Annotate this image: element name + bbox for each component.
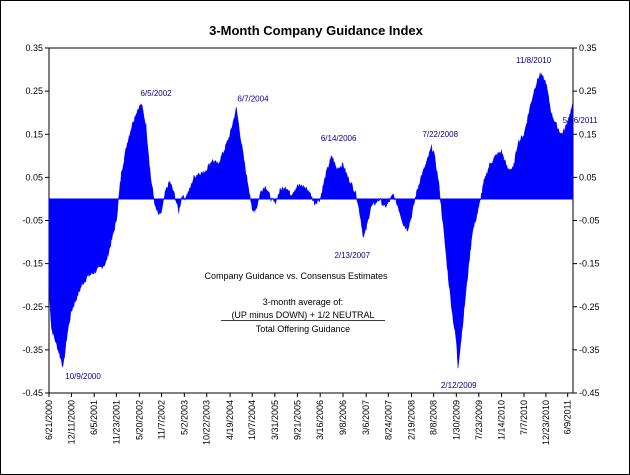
x-tick-label: 12/11/2000: [66, 400, 76, 444]
x-axis: 6/21/2000 12/11/2000 6/5/2001 11/23/2001 5/2…: [44, 393, 573, 445]
y-tick-label-left: -0.45: [22, 388, 43, 398]
y-axis-left: 0.35 0.25 0.15 0.05 -0.05 -0.15 -0.25 -0.35 -0.4…: [22, 43, 49, 398]
y-tick-label-left: -0.35: [22, 345, 43, 355]
y-tick-label-left: 0.05: [25, 172, 43, 182]
x-tick-label: 5/20/2002: [134, 400, 144, 440]
annotation-label: 7/22/2008: [422, 130, 458, 139]
y-tick-label-left: -0.25: [22, 302, 43, 312]
y-tick-label-right: 0.05: [579, 172, 597, 182]
note-line-2: 3-month average of:: [263, 297, 344, 307]
annotation-label: 2/12/2009: [441, 381, 477, 390]
x-tick-label: 10/7/2004: [247, 400, 257, 440]
x-tick-label: 11/7/2002: [157, 400, 167, 439]
x-tick-label: 11/23/2001: [111, 400, 121, 444]
x-tick-label: 5/2/2003: [179, 400, 189, 435]
x-tick-label: 3/16/2006: [315, 400, 325, 440]
annotation-label: 5/16/2011: [563, 116, 599, 125]
y-tick-label-right: 0.25: [579, 86, 597, 96]
y-tick-label-left: 0.35: [25, 43, 43, 53]
note-line-1: Company Guidance vs. Consensus Estimates: [204, 271, 388, 281]
x-tick-label: 1/30/2009: [451, 400, 461, 440]
x-tick-label: 7/7/2010: [519, 400, 529, 435]
annotation-label: 6/14/2006: [321, 134, 357, 143]
y-axis-right: 0.35 0.25 0.15 0.05 -0.05 -0.15 -0.25 -0.35 -0.4…: [573, 43, 600, 398]
note-line-4: Total Offering Guidance: [256, 324, 350, 334]
y-tick-label-right: -0.45: [579, 388, 600, 398]
chart-title: 3-Month Company Guidance Index: [209, 23, 424, 38]
x-tick-label: 6/5/2001: [89, 400, 99, 435]
x-tick-label: 9/21/2005: [292, 400, 302, 440]
y-tick-label-left: -0.05: [22, 216, 43, 226]
x-tick-label: 4/19/2004: [225, 400, 235, 440]
y-tick-label-right: -0.15: [579, 259, 600, 269]
x-tick-label: 12/23/2010: [541, 400, 551, 445]
annotation-label: 10/9/2000: [65, 372, 101, 381]
annotation-label: 2/13/2007: [334, 251, 370, 260]
x-tick-label: 8/8/2008: [429, 400, 439, 435]
x-tick-label: 3/31/2005: [270, 400, 280, 440]
y-tick-label-left: 0.25: [25, 86, 43, 96]
x-tick-label: 7/23/2009: [474, 400, 484, 440]
y-tick-label-right: 0.35: [579, 43, 597, 53]
note-line-3: (UP minus DOWN) + 1/2 NEUTRAL: [231, 310, 374, 320]
annotation-label: 6/7/2004: [237, 94, 269, 103]
x-tick-label: 6/21/2000: [44, 400, 54, 440]
notes: Company Guidance vs. Consensus Estimates…: [204, 271, 388, 334]
x-tick-label: 8/24/2007: [383, 400, 393, 440]
annotation-label: 11/8/2010: [516, 56, 552, 65]
y-tick-label-left: -0.15: [22, 259, 43, 269]
series-layer: [48, 72, 574, 369]
annotations: 10/9/2000 6/5/2002 6/7/2004 6/14/2006 2/13/2…: [65, 56, 598, 390]
x-tick-label: 2/19/2008: [407, 400, 417, 440]
series-area: [48, 72, 574, 369]
annotation-label: 6/5/2002: [140, 89, 172, 98]
y-tick-label-left: 0.15: [25, 129, 43, 139]
y-tick-label-right: -0.35: [579, 345, 600, 355]
x-tick-label: 6/9/2011: [563, 400, 573, 434]
x-tick-label: 10/22/2003: [202, 400, 212, 445]
x-tick-label: 9/8/2006: [338, 400, 348, 435]
y-tick-label-right: -0.05: [579, 216, 600, 226]
x-tick-label: 1/14/2010: [497, 400, 507, 440]
x-tick-label: 3/6/2007: [361, 400, 371, 435]
y-tick-label-right: 0.15: [579, 129, 597, 139]
y-tick-label-right: -0.25: [579, 302, 600, 312]
plot-area: [48, 47, 574, 394]
